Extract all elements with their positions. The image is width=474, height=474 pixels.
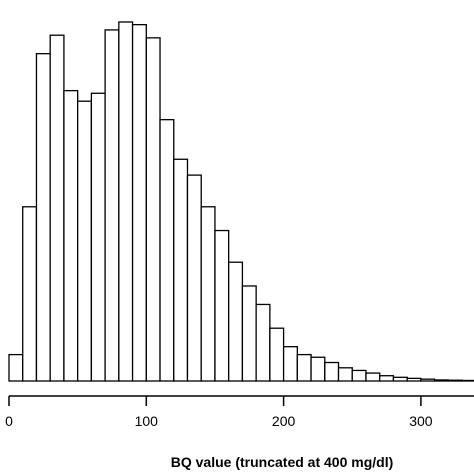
histogram-bar — [255, 303, 271, 382]
histogram-bar — [228, 261, 244, 382]
histogram-bar — [447, 379, 463, 382]
histogram-bar — [337, 367, 353, 382]
histogram-bar — [310, 356, 326, 382]
histogram-bar — [433, 379, 450, 382]
histogram-bar — [461, 379, 474, 382]
histogram-bar — [324, 361, 340, 382]
histogram-bar — [63, 89, 79, 382]
histogram-bar — [131, 23, 147, 382]
histogram-bar — [49, 34, 65, 382]
histogram-bar — [296, 353, 312, 382]
histogram-bar — [392, 376, 408, 382]
histogram-bar — [406, 377, 422, 382]
histogram-bar — [104, 29, 120, 382]
x-axis-label: BQ value (truncated at 400 mg/dl) — [171, 454, 394, 470]
x-tick-label: 100 — [135, 413, 159, 429]
histogram-bar — [269, 327, 285, 382]
histogram-bar — [282, 346, 298, 382]
histogram-bar — [90, 92, 106, 382]
x-tick-label: 200 — [272, 413, 296, 429]
histogram-bar — [35, 53, 51, 382]
histogram-bar — [145, 37, 161, 382]
histogram-bar — [351, 369, 367, 382]
x-tick-label: 300 — [409, 413, 433, 429]
histogram-bar — [118, 21, 134, 382]
histogram-bar — [173, 158, 189, 382]
histogram-bar — [241, 285, 257, 382]
histogram-bar — [159, 119, 175, 382]
histogram-bar — [22, 206, 38, 382]
x-axis-ticks: 0 100 200 300 — [5, 396, 433, 429]
histogram-bar — [214, 229, 230, 382]
histogram-bar — [186, 174, 202, 382]
histogram-bars — [8, 21, 474, 382]
histogram-bar — [379, 375, 395, 382]
histogram-bar — [420, 378, 436, 382]
x-tick-label: 0 — [5, 413, 13, 429]
histogram-bar — [77, 100, 93, 382]
histogram-bar — [365, 372, 381, 382]
histogram-bar — [200, 206, 216, 382]
histogram-bar — [8, 353, 24, 382]
